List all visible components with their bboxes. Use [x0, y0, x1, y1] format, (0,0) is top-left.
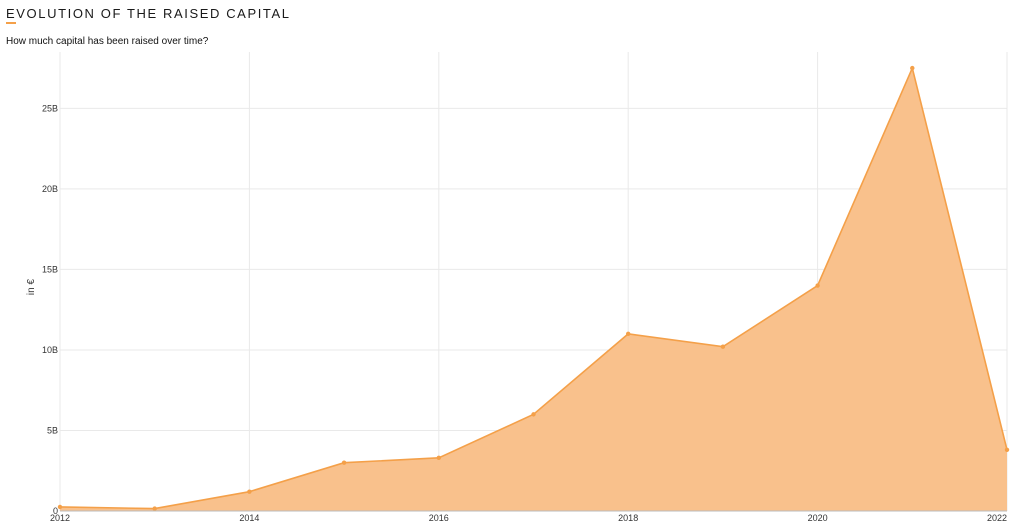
data-point [247, 489, 252, 494]
x-tick-label: 2014 [239, 513, 259, 523]
x-tick-label: 2020 [808, 513, 828, 523]
data-point [436, 455, 441, 461]
x-tick-label: 2018 [618, 513, 638, 523]
data-point [626, 331, 631, 337]
data-point [720, 344, 726, 349]
chart-subtitle: How much capital has been raised over ti… [6, 36, 209, 47]
x-tick-label: 2016 [429, 513, 449, 523]
area-fill [60, 68, 1007, 512]
x-tick-label: 2022 [987, 513, 1007, 523]
area-layer [59, 65, 1008, 512]
data-point [531, 412, 536, 417]
point-layer [57, 65, 1010, 511]
axis-layer: 2012 2014 2016 2018 2020 2022 0 5B 10B 15B 20B 25B [42, 103, 1007, 523]
y-axis-label: in € [26, 279, 37, 296]
data-point [152, 506, 157, 511]
y-tick-label: 0 [53, 506, 58, 516]
data-point [57, 504, 63, 510]
title-accent-underline [6, 22, 16, 24]
data-point [910, 65, 915, 71]
y-tick-label: 25B [42, 103, 58, 113]
y-tick-label: 20B [42, 184, 58, 194]
y-tick-label: 15B [42, 264, 58, 274]
y-tick-label: 10B [42, 345, 58, 355]
data-point [815, 283, 820, 288]
x-tick-label: 2012 [50, 513, 70, 523]
data-point [1004, 447, 1010, 452]
y-tick-label: 5B [47, 425, 58, 435]
data-point [341, 460, 347, 465]
chart-title: EVOLUTION OF THE RAISED CAPITAL [6, 6, 291, 21]
